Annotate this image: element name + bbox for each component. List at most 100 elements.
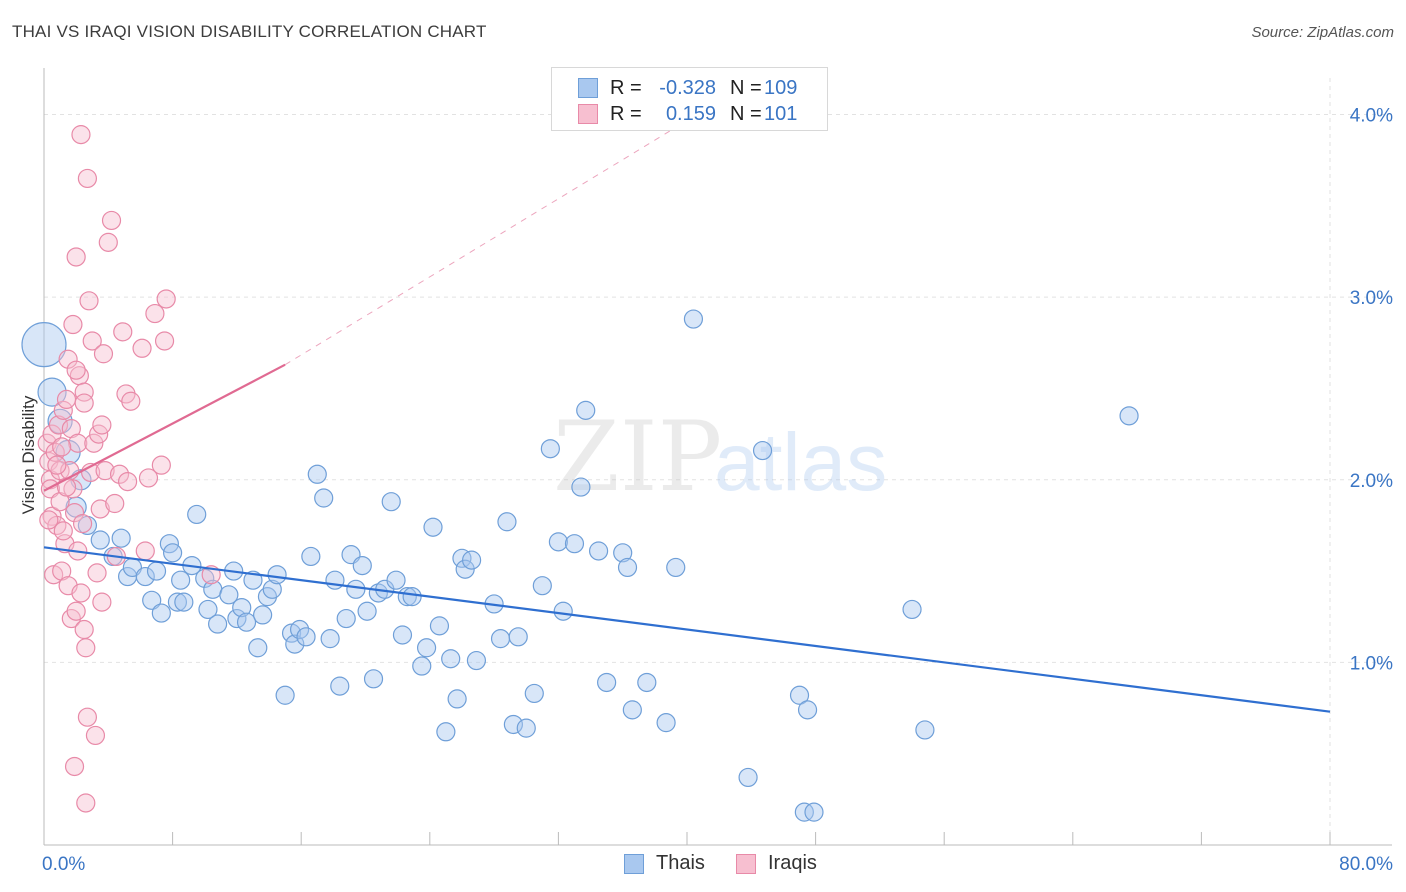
data-point-thais (296, 627, 316, 647)
data-point-thais (171, 570, 191, 590)
data-point-iraqis (74, 619, 94, 640)
legend-swatch-thais (624, 853, 644, 874)
data-point-iraqis (101, 210, 122, 231)
legend-item-iraqis[interactable]: Iraqis (736, 852, 817, 875)
data-point-thais (423, 517, 443, 537)
data-point-iraqis (98, 232, 118, 252)
data-point-thais (307, 464, 327, 484)
trend-lines (43, 110, 1331, 713)
chart-title: THAI VS IRAQI VISION DISABILITY CORRELAT… (12, 22, 487, 41)
data-point-thais (142, 590, 162, 610)
data-point-thais (208, 614, 228, 634)
data-point-iraqis (64, 756, 85, 777)
data-point-thais (151, 603, 171, 623)
data-point-thais (90, 530, 110, 550)
data-point-thais (656, 713, 676, 733)
data-point-thais (253, 605, 273, 625)
legend-r-label: R = (610, 76, 642, 99)
data-point-thais (187, 504, 207, 525)
data-point-iraqis (68, 433, 88, 453)
data-point-thais (902, 599, 922, 620)
data-point-iraqis (85, 725, 106, 746)
data-point-iraqis (92, 592, 112, 612)
data-point-iraqis (93, 344, 114, 364)
data-point-iraqis (95, 461, 115, 481)
data-point-iraqis (156, 289, 176, 309)
data-point-thais (532, 576, 552, 596)
x-tick-label: 80.0% (1339, 854, 1393, 875)
legend-label-thais: Thais (656, 852, 705, 874)
data-point-thais (915, 720, 935, 740)
legend-item-thais[interactable]: Thais (624, 852, 705, 875)
data-point-thais (111, 528, 131, 548)
data-point-iraqis (71, 583, 91, 603)
data-point-thais (466, 650, 487, 671)
y-tick-label: 2.0% (1350, 471, 1393, 492)
data-point-iraqis (52, 437, 72, 457)
data-point-iraqis (72, 513, 93, 534)
data-point-thais (330, 676, 350, 696)
data-point-thais (804, 802, 824, 822)
data-point-thais (597, 672, 617, 693)
data-point-thais (267, 565, 287, 585)
data-point-thais (548, 532, 569, 552)
data-point-thais (381, 492, 401, 512)
data-point-iraqis (121, 391, 141, 411)
data-point-thais (447, 689, 467, 709)
data-point-iraqis (42, 506, 62, 526)
data-point-iraqis (74, 382, 94, 402)
data-point-thais (392, 625, 413, 645)
data-point-iraqis (58, 349, 78, 369)
data-point-iraqis (64, 503, 85, 523)
data-point-thais (571, 477, 591, 497)
data-point-iraqis (56, 477, 77, 497)
data-point-thais (314, 488, 334, 508)
data-point-iraqis (154, 331, 175, 351)
data-point-iraqis (66, 601, 86, 621)
data-point-iraqis (48, 415, 69, 435)
legend-r-value: -0.328 (659, 76, 716, 99)
data-point-thais (441, 649, 461, 669)
data-point-thais (789, 685, 810, 705)
data-point-thais (452, 548, 472, 568)
data-point-thais (386, 570, 406, 590)
data-point-thais (683, 309, 704, 329)
data-point-thais (490, 629, 511, 649)
legend-r-value: 0.159 (665, 102, 716, 125)
x-tick-labels: 0.0% 80.0% (42, 854, 1393, 875)
data-point-thais (752, 440, 773, 461)
data-point-thais (402, 587, 422, 607)
data-point-thais (1119, 406, 1139, 426)
trend-extension-iraqis (284, 110, 704, 366)
data-point-thais (146, 561, 167, 581)
data-point-iraqis (50, 461, 70, 481)
data-point-thais (357, 601, 377, 621)
data-point-iraqis (47, 455, 67, 475)
data-point-iraqis (132, 338, 152, 358)
legend-label-iraqis: Iraqis (768, 852, 817, 874)
data-point-iraqis (66, 360, 86, 380)
data-point-thais (363, 669, 384, 689)
data-point-thais (516, 718, 536, 738)
data-point-thais (21, 322, 67, 368)
legend-swatch-thais (578, 78, 598, 98)
legend-swatch-iraqis (578, 104, 598, 124)
data-point-thais (553, 601, 573, 621)
y-tick-label: 4.0% (1350, 106, 1393, 127)
legend-n-label: N = (730, 76, 762, 99)
data-point-thais (412, 656, 432, 676)
y-tick-labels: 1.0% 2.0% 3.0% 4.0% (1350, 106, 1393, 675)
chart-source: Source: ZipAtlas.com (1251, 24, 1394, 41)
data-point-thais (167, 592, 188, 612)
data-point-thais (275, 685, 295, 705)
data-point-iraqis (105, 493, 125, 514)
data-point-thais (508, 627, 528, 647)
y-tick-label: 1.0% (1350, 653, 1393, 674)
legend-n-value: 101 (764, 102, 798, 125)
data-point-thais (320, 629, 340, 649)
data-point-thais (352, 555, 372, 576)
data-point-iraqis (53, 521, 73, 541)
trend-line-iraqis (43, 363, 286, 492)
data-point-thais (738, 767, 758, 788)
